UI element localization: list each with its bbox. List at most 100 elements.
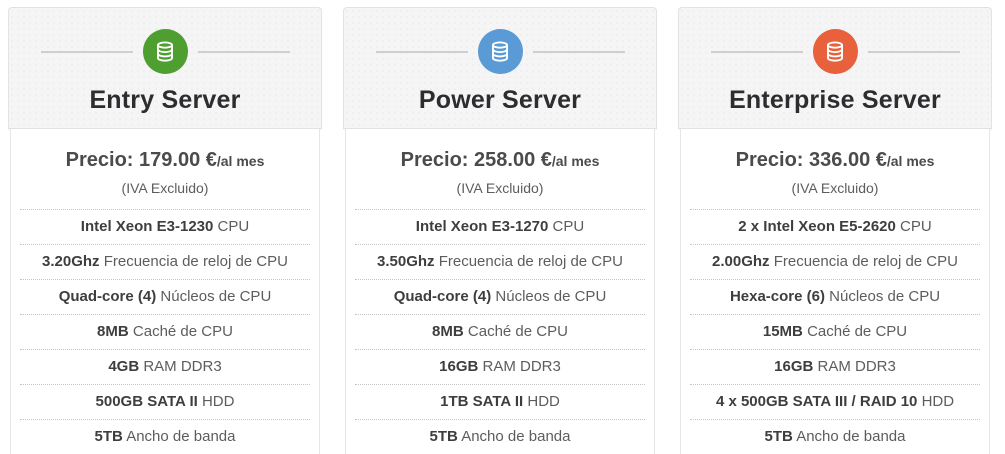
card-body: Precio: 258.00 €/al mes (IVA Excluido) I… bbox=[345, 129, 655, 454]
spec-label: Frecuencia de reloj de CPU bbox=[103, 253, 288, 270]
card-title: Enterprise Server bbox=[729, 86, 941, 114]
icon-row bbox=[9, 8, 321, 74]
spec-row: 8MB Caché de CPU bbox=[20, 314, 310, 349]
price-period: /al mes bbox=[551, 153, 600, 169]
spec-value: 16GB bbox=[439, 358, 479, 375]
spec-row: 4GB RAM DDR3 bbox=[20, 349, 310, 384]
card-body: Precio: 336.00 €/al mes (IVA Excluido) 2… bbox=[680, 129, 990, 454]
spec-label: Caché de CPU bbox=[132, 323, 233, 340]
spec-label: HDD bbox=[527, 393, 560, 410]
decorative-line-right bbox=[532, 50, 625, 53]
price-line: Precio: 336.00 €/al mes bbox=[690, 148, 980, 173]
spec-value: 500GB SATA II bbox=[95, 393, 198, 410]
price-amount: 258.00 € bbox=[474, 149, 552, 171]
spec-value: 8MB bbox=[97, 323, 129, 340]
decorative-line-left bbox=[375, 50, 468, 53]
spec-label: RAM DDR3 bbox=[482, 358, 561, 375]
price-label: Precio: bbox=[735, 149, 804, 171]
decorative-line-right bbox=[867, 50, 960, 53]
spec-label: HDD bbox=[201, 393, 235, 410]
spec-label: Ancho de banda bbox=[461, 428, 571, 445]
spec-row: 1TB SATA II HDD bbox=[355, 384, 645, 419]
spec-label: Frecuencia de reloj de CPU bbox=[438, 253, 623, 270]
spec-label: RAM DDR3 bbox=[817, 358, 896, 375]
pricing-card: Enterprise Server Precio: 336.00 €/al me… bbox=[678, 7, 992, 454]
spec-label: CPU bbox=[217, 218, 250, 235]
spec-value: 8MB bbox=[432, 323, 464, 340]
database-icon bbox=[812, 29, 858, 74]
spec-label: Núcleos de CPU bbox=[160, 288, 272, 305]
card-header: Power Server bbox=[343, 7, 657, 129]
spec-label: Caché de CPU bbox=[807, 323, 908, 340]
decorative-line-right bbox=[197, 50, 290, 53]
card-header: Entry Server bbox=[8, 7, 322, 129]
vat-note: (IVA Excluido) bbox=[121, 180, 209, 196]
pricing-card: Power Server Precio: 258.00 €/al mes (IV… bbox=[343, 7, 657, 454]
spec-value: 4GB bbox=[108, 358, 140, 375]
spec-label: HDD bbox=[921, 393, 955, 410]
spec-row: 16GB RAM DDR3 bbox=[355, 349, 645, 384]
spec-label: RAM DDR3 bbox=[143, 358, 222, 375]
pricing-card: Entry Server Precio: 179.00 €/al mes (IV… bbox=[8, 7, 322, 454]
spec-list: Intel Xeon E3-1230 CPU 3.20Ghz Frecuenci… bbox=[20, 209, 310, 454]
spec-value: 3.50Ghz bbox=[377, 253, 435, 270]
spec-row: 3.50Ghz Frecuencia de reloj de CPU bbox=[355, 244, 645, 279]
spec-list: 2 x Intel Xeon E5-2620 CPU 2.00Ghz Frecu… bbox=[690, 209, 980, 454]
spec-row: Quad-core (4) Núcleos de CPU bbox=[20, 279, 310, 314]
price-block: Precio: 258.00 €/al mes (IVA Excluido) bbox=[355, 129, 645, 209]
spec-label: CPU bbox=[552, 218, 585, 235]
spec-label: Frecuencia de reloj de CPU bbox=[773, 253, 958, 270]
spec-row: Quad-core (4) Núcleos de CPU bbox=[355, 279, 645, 314]
spec-label: Ancho de banda bbox=[796, 428, 906, 445]
price-label: Precio: bbox=[400, 149, 469, 171]
spec-value: Hexa-core (6) bbox=[729, 288, 825, 305]
spec-row: Hexa-core (6) Núcleos de CPU bbox=[690, 279, 980, 314]
spec-value: Quad-core (4) bbox=[393, 288, 492, 305]
icon-row bbox=[679, 8, 991, 74]
card-title: Power Server bbox=[418, 86, 582, 114]
price-amount: 336.00 € bbox=[809, 149, 887, 171]
spec-row: 8MB Caché de CPU bbox=[355, 314, 645, 349]
spec-row: 5TB Ancho de banda bbox=[355, 419, 645, 454]
card-title: Entry Server bbox=[89, 86, 241, 114]
spec-label: Núcleos de CPU bbox=[495, 288, 607, 305]
vat-note: (IVA Excluido) bbox=[456, 180, 544, 196]
spec-label: Caché de CPU bbox=[467, 323, 568, 340]
spec-value: Intel Xeon E3-1270 bbox=[415, 218, 549, 235]
database-icon bbox=[142, 29, 188, 74]
spec-value: 3.20Ghz bbox=[42, 253, 100, 270]
vat-note: (IVA Excluido) bbox=[791, 180, 879, 196]
spec-row: 4 x 500GB SATA III / RAID 10 HDD bbox=[690, 384, 980, 419]
spec-row: 2.00Ghz Frecuencia de reloj de CPU bbox=[690, 244, 980, 279]
spec-value: 1TB SATA II bbox=[440, 393, 524, 410]
spec-list: Intel Xeon E3-1270 CPU 3.50Ghz Frecuenci… bbox=[355, 209, 645, 454]
card-header: Enterprise Server bbox=[678, 7, 992, 129]
icon-row bbox=[344, 8, 656, 74]
spec-row: 16GB RAM DDR3 bbox=[690, 349, 980, 384]
database-icon bbox=[477, 29, 523, 74]
price-line: Precio: 179.00 €/al mes bbox=[20, 148, 310, 173]
spec-value: Quad-core (4) bbox=[58, 288, 157, 305]
spec-row: Intel Xeon E3-1230 CPU bbox=[20, 209, 310, 244]
spec-value: 5TB bbox=[94, 428, 123, 445]
price-period: /al mes bbox=[886, 153, 935, 169]
spec-value: Intel Xeon E3-1230 bbox=[80, 218, 214, 235]
card-body: Precio: 179.00 €/al mes (IVA Excluido) I… bbox=[10, 129, 320, 454]
price-block: Precio: 336.00 €/al mes (IVA Excluido) bbox=[690, 129, 980, 209]
spec-row: 15MB Caché de CPU bbox=[690, 314, 980, 349]
price-period: /al mes bbox=[216, 153, 265, 169]
decorative-line-left bbox=[710, 50, 803, 53]
spec-label: Ancho de banda bbox=[126, 428, 236, 445]
spec-row: 5TB Ancho de banda bbox=[20, 419, 310, 454]
spec-row: 2 x Intel Xeon E5-2620 CPU bbox=[690, 209, 980, 244]
spec-value: 2 x Intel Xeon E5-2620 bbox=[738, 218, 896, 235]
spec-value: 4 x 500GB SATA III / RAID 10 bbox=[715, 393, 918, 410]
spec-label: CPU bbox=[900, 218, 932, 235]
decorative-line-left bbox=[40, 50, 133, 53]
spec-value: 15MB bbox=[762, 323, 803, 340]
spec-label: Núcleos de CPU bbox=[829, 288, 941, 305]
spec-row: 3.20Ghz Frecuencia de reloj de CPU bbox=[20, 244, 310, 279]
spec-row: 5TB Ancho de banda bbox=[690, 419, 980, 454]
price-label: Precio: bbox=[65, 149, 134, 171]
